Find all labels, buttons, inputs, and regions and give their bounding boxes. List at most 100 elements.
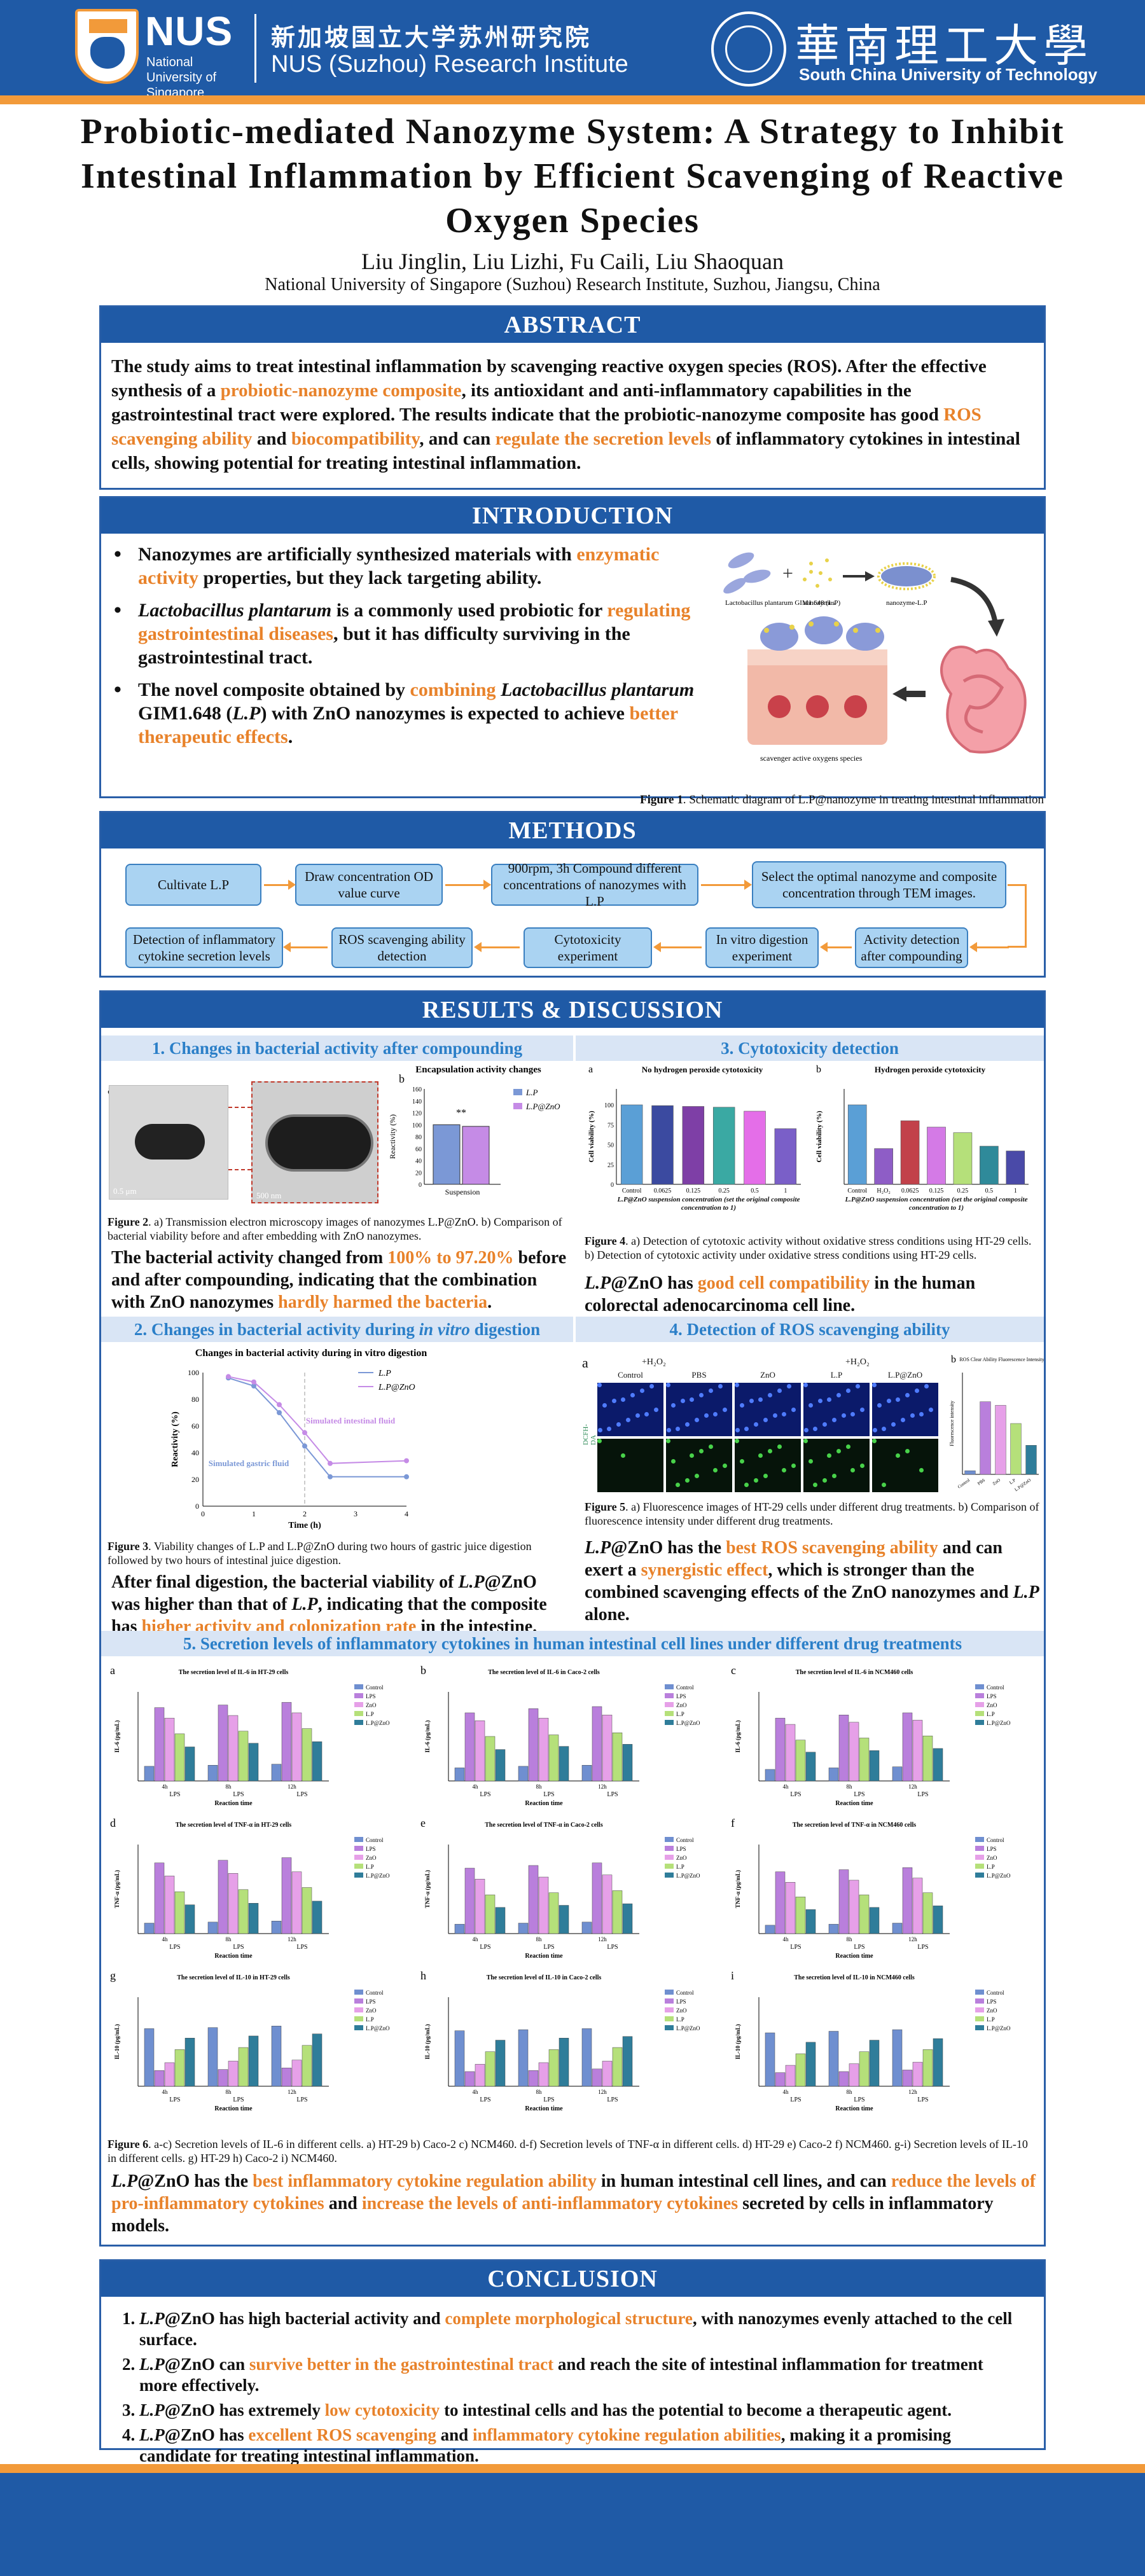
fig2b-bar-chart: Encapsulation activity changes b 0 20 40 60 80… <box>388 1065 560 1196</box>
bar <box>581 1922 592 1934</box>
conclusion-heading: CONCLUSION <box>101 2261 1044 2297</box>
legend-swatch <box>354 1990 363 1995</box>
bar <box>859 1738 870 1782</box>
legend-swatch <box>665 1855 674 1860</box>
y-tick-label: 100 <box>412 1122 422 1129</box>
x-tick-label: 4h <box>162 1783 169 1790</box>
panel-letter: e <box>420 1817 426 1829</box>
flow-connector <box>1008 884 1027 948</box>
fig5-dcfh-tile <box>666 1439 732 1492</box>
bar <box>775 2072 786 2087</box>
legend-swatch <box>665 1864 674 1869</box>
legend-swatch <box>665 1684 674 1689</box>
legend-swatch <box>975 1837 984 1842</box>
bar <box>144 1923 155 1934</box>
x-axis-label: Reaction time <box>835 2105 873 2112</box>
bar <box>495 2040 506 2087</box>
x-tick-label: 4h <box>162 2089 169 2095</box>
bar <box>475 1879 485 1934</box>
legend-label: ZnO <box>366 2007 377 2014</box>
bar <box>712 1107 735 1185</box>
x-tick-label: 4h <box>473 2089 479 2095</box>
bar <box>765 2032 775 2087</box>
bar <box>154 1862 165 1934</box>
bar <box>922 2049 933 2087</box>
legend-label: L.P@ZnO <box>366 2025 390 2032</box>
flow-arrow <box>474 942 520 952</box>
legend-label: L.P <box>987 2016 995 2023</box>
x-tick-label: 1 <box>1014 1188 1017 1195</box>
fig4a-bar-chart: No hydrogen peroxide cytotoxicity a 0 25 50 7… <box>588 1064 801 1212</box>
bar <box>218 1860 228 1934</box>
panel-letter: h <box>420 1969 426 1982</box>
group-label: LPS <box>543 1791 554 1798</box>
group-label: LPS <box>543 2096 554 2103</box>
legend-label: L.P@ZnO <box>366 1720 390 1726</box>
bar <box>902 1712 913 1782</box>
bar <box>271 1764 282 1782</box>
x-axis-label: Reaction time <box>525 1953 563 1960</box>
group-label: LPS <box>607 1791 618 1798</box>
legend-swatch <box>975 1864 984 1869</box>
bar <box>849 1722 859 1782</box>
methods-section: METHODS Cultivate L.P Draw concentration… <box>99 811 1046 978</box>
bar <box>238 2047 249 2087</box>
y-tick-label: 140 <box>412 1098 422 1105</box>
annotation-intestinal: Simulated intestinal fluid <box>306 1416 396 1425</box>
panel-letter: a <box>588 1064 593 1075</box>
nus-crest-logo <box>75 9 139 84</box>
method-step-1: Cultivate L.P <box>125 864 261 906</box>
chart-title: Hydrogen peroxide cytotoxicity <box>875 1065 986 1074</box>
group-label: LPS <box>233 1944 244 1951</box>
panel-letter: b <box>816 1064 821 1075</box>
results-sub-5-title: 5. Secretion levels of inflammatory cyto… <box>101 1631 1044 1656</box>
x-tick-label: Suspension <box>445 1188 480 1196</box>
bar <box>805 2042 816 2087</box>
bar <box>228 1715 239 1782</box>
bar <box>933 2038 943 2087</box>
flow-arrow <box>820 942 852 952</box>
x-tick-label: 0.0625 <box>654 1188 672 1195</box>
bar <box>559 2037 569 2087</box>
bar <box>912 1720 923 1782</box>
fig6-panel-h: h The secretion level of IL-10 in Caco-2 … <box>420 1969 700 2112</box>
y-tick-label: 80 <box>415 1134 422 1141</box>
bar <box>838 1869 849 1934</box>
bar <box>902 1867 913 1934</box>
chart-title: Encapsulation activity changes <box>415 1065 541 1075</box>
x-tick-label: 8h <box>536 2089 543 2095</box>
figure-1-schematic: Lactobacillus plantarum GIM1.648 (L.P) +… <box>723 552 1027 763</box>
legend-swatch <box>665 1873 674 1878</box>
bar <box>271 2026 282 2087</box>
flow-arrow <box>969 942 1009 952</box>
fig1-label-nanozyme-lp: nanozyme-L.P <box>886 599 927 607</box>
bar <box>218 2069 228 2087</box>
bar <box>774 1128 797 1185</box>
bar <box>581 1765 592 1782</box>
x-tick-label: 4h <box>473 1936 479 1942</box>
data-point <box>404 1474 409 1479</box>
bar <box>485 2051 496 2087</box>
legend-label: L.P@ZnO <box>676 1720 700 1726</box>
x-tick-label: 12h <box>598 2089 607 2095</box>
bar <box>495 1907 506 1934</box>
nus-suzhou-cn: 新加坡国立大学苏州研究院 <box>271 24 592 52</box>
list-item: L.P@ZnO has extremely low cytotoxicity t… <box>139 2400 1025 2421</box>
bar <box>622 1903 633 1934</box>
bar <box>207 1922 218 1934</box>
x-tick-label: 0.25 <box>957 1188 969 1195</box>
x-tick-label: 1 <box>784 1188 787 1195</box>
legend-swatch <box>354 1684 363 1689</box>
legend-label: LPS <box>366 1693 376 1700</box>
x-axis-label: Reaction time <box>214 2105 253 2112</box>
bar <box>291 1712 302 1782</box>
group-label: LPS <box>607 2096 618 2103</box>
bar <box>144 2028 155 2087</box>
y-tick-label: 20 <box>191 1475 199 1484</box>
fig2-tem-image-2: 500 nm <box>251 1081 378 1203</box>
bar <box>838 2071 849 2087</box>
y-tick-label: 20 <box>415 1170 422 1177</box>
bar <box>602 2061 613 2087</box>
legend-label: Control <box>366 1990 384 1996</box>
x-tick-label: 0.25 <box>718 1188 730 1195</box>
